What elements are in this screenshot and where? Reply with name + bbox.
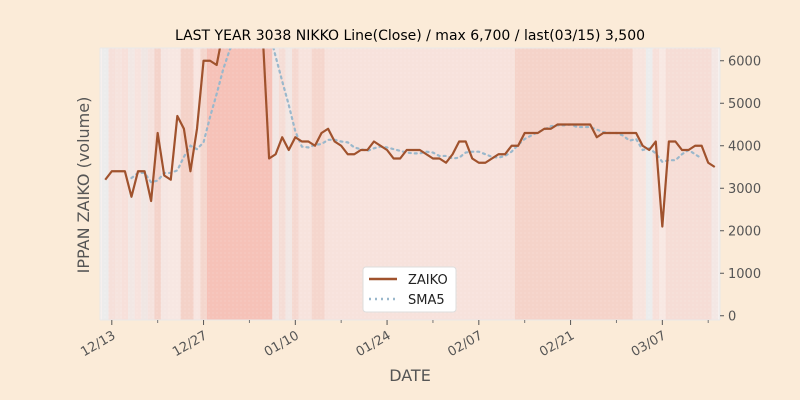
y-axis-label: IPPAN ZAIKO (volume) bbox=[74, 97, 93, 274]
series-line-sma5 bbox=[130, 48, 703, 184]
legend-label-zaiko: ZAIKO bbox=[408, 273, 448, 288]
y-tick-label: 5000 bbox=[728, 97, 761, 112]
y-tick-label: 1000 bbox=[728, 267, 761, 282]
legend-label-sma5: SMA5 bbox=[408, 293, 445, 308]
y-tick-label: 3000 bbox=[728, 182, 761, 197]
y-tick-label: 4000 bbox=[728, 139, 761, 154]
y-tick-label: 0 bbox=[728, 309, 736, 324]
y-axis: 0 1000 2000 3000 4000 5000 6000 bbox=[720, 54, 761, 324]
series-layer bbox=[104, 48, 716, 228]
y-tick-label: 6000 bbox=[728, 54, 761, 69]
series-line-zaiko bbox=[104, 48, 716, 228]
legend: ZAIKO SMA5 bbox=[362, 266, 457, 313]
y-tick-label: 2000 bbox=[728, 224, 761, 239]
chart-title: LAST YEAR 3038 NIKKO Line(Close) / max 6… bbox=[175, 28, 645, 44]
x-axis-label: DATE bbox=[389, 366, 431, 385]
